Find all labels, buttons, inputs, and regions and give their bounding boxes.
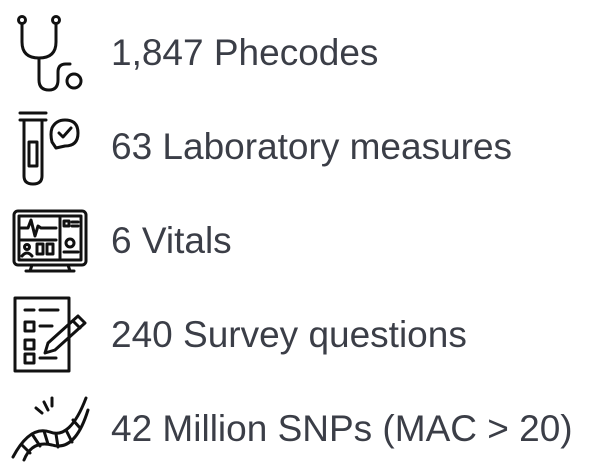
- dna-icon: [11, 396, 90, 462]
- survey-icon: [13, 296, 87, 373]
- test-tube-icon: [18, 111, 80, 186]
- item-label: 42 Million SNPs (MAC > 20): [111, 408, 573, 449]
- item-label: 240 Survey questions: [111, 314, 467, 355]
- stethoscope-icon: [17, 15, 83, 92]
- item-label: 63 Laboratory measures: [111, 126, 512, 167]
- item-label: 6 Vitals: [111, 220, 232, 261]
- monitor-icon: [12, 209, 88, 273]
- item-label: 1,847 Phecodes: [111, 32, 378, 73]
